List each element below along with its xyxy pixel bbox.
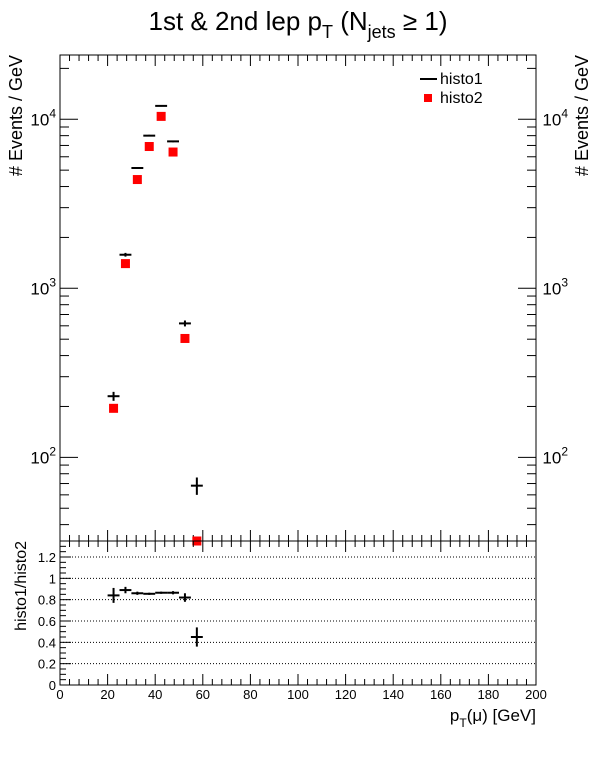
y-tick-label-bottom: 0 — [49, 678, 56, 693]
y-tick-label-right: 102 — [542, 444, 568, 467]
legend: histo1 histo2 — [420, 71, 483, 107]
x-tick-label: 140 — [382, 687, 404, 702]
top-ylabel-left: # Events / GeV — [6, 55, 26, 176]
x-tick-label: 120 — [335, 687, 357, 702]
bottom-panel-marks — [107, 586, 203, 647]
x-tick-label: 100 — [287, 687, 309, 702]
histo2-point — [132, 175, 142, 185]
x-tick-label: 0 — [56, 687, 63, 702]
x-tick-label: 40 — [148, 687, 162, 702]
y-tick-label-bottom: 0.6 — [38, 614, 56, 629]
histo2-point — [120, 259, 130, 269]
y-tick-label-right: 103 — [542, 275, 568, 298]
x-tick-label: 20 — [100, 687, 114, 702]
x-tick-label: 80 — [243, 687, 257, 702]
y-tick-label-bottom: 1 — [49, 571, 56, 586]
histo2-point — [168, 147, 178, 157]
x-tick-label: 180 — [478, 687, 500, 702]
legend-histo2-marker — [424, 94, 432, 102]
top-panel-frame — [59, 54, 537, 542]
legend-histo2-label: histo2 — [440, 90, 483, 107]
x-tick-label: 60 — [196, 687, 210, 702]
top-panel-marks — [107, 104, 203, 546]
y-tick-label-bottom: 0.4 — [38, 635, 56, 650]
histo2-point — [109, 403, 119, 413]
x-tick-label: 200 — [525, 687, 547, 702]
y-tick-label-left: 104 — [30, 106, 56, 129]
x-axis-label: pT(μ) [GeV] — [450, 706, 536, 730]
chart-title: 1st & 2nd lep pT (Njets ≥ 1) — [149, 6, 448, 42]
top-panel-axes: 102 102 103 103 104 104 — [30, 55, 568, 541]
y-tick-label-bottom: 0.8 — [38, 593, 56, 608]
bottom-panel-axes: 0 20 40 60 80 100 120 140 160 180 20000.20.40.60.8… — [38, 541, 547, 702]
y-tick-label-left: 102 — [30, 444, 56, 467]
y-tick-label-right: 104 — [542, 106, 568, 129]
bottom-ylabel: histo1/histo2 — [13, 541, 30, 631]
top-ylabel-right: # Events / GeV — [572, 55, 592, 176]
x-tick-label: 160 — [430, 687, 452, 702]
histo2-point — [144, 142, 154, 152]
y-tick-label-bottom: 0.2 — [38, 657, 56, 672]
histo2-point — [156, 111, 166, 121]
y-tick-label-left: 103 — [30, 275, 56, 298]
legend-histo1-label: histo1 — [440, 71, 483, 88]
histo2-point — [180, 333, 190, 343]
y-tick-label-bottom: 1.2 — [38, 550, 56, 565]
